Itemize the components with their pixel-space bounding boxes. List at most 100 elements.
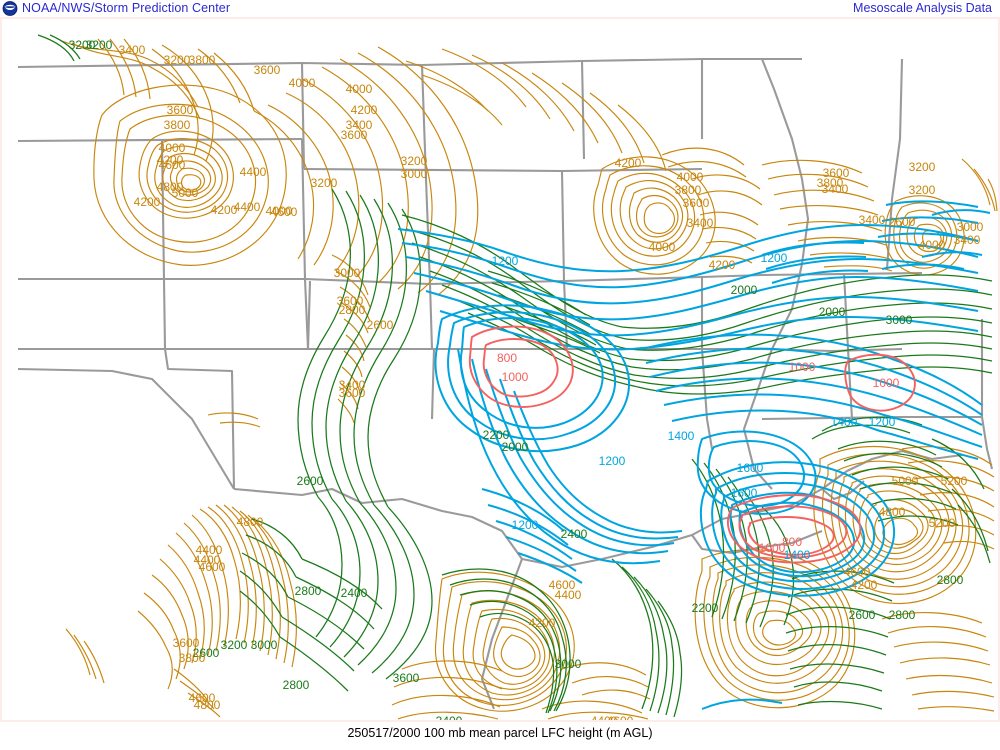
contour-label: 1600 [737,461,764,475]
contour-label: 3800 [179,651,206,665]
contour-label: 1000 [789,360,816,374]
contour-label: 3400 [119,43,146,57]
contour-label: 3800 [675,183,702,197]
contour-label: 4600 [159,158,186,172]
contour-label: 1000 [759,541,786,555]
contour-label: 4200 [529,616,556,630]
contour-label: 3600 [167,103,194,117]
contours-low-blue [397,200,991,710]
contour-label: 4800 [879,505,906,519]
contour-label: 800 [782,535,802,549]
contour-label: 3800 [164,118,191,132]
contour-label: 1000 [873,376,900,390]
contour-label: 1200 [869,415,896,429]
contour-label: 4200 [851,578,878,592]
contour-label: 1200 [761,251,788,265]
contour-label: 3400 [954,233,981,247]
contour-label: 1400 [831,415,858,429]
noaa-seal-icon [2,1,18,16]
contour-label: 3600 [337,294,364,308]
contour-label: 2200 [483,428,510,442]
contour-label: 3600 [823,166,850,180]
contour-label: 5200 [941,474,968,488]
contour-label: 2200 [692,601,719,615]
contour-label: 2600 [889,215,916,229]
contour-label: 4400 [591,714,618,720]
contour-label: 3200 [401,154,428,168]
contour-label: 2400 [561,527,588,541]
contour-label: 4600 [844,565,871,579]
contour-label: 2800 [937,573,964,587]
contour-label: 2600 [297,474,324,488]
contour-label: 3200 [69,38,96,52]
contour-label: 2000 [731,283,758,297]
contour-label: 2600 [367,318,394,332]
contour-label: 4400 [555,588,582,602]
contour-label: 4400 [234,200,261,214]
contour-label: 3000 [251,638,278,652]
contour-label: 4800 [237,515,264,529]
contour-label: 4800 [157,180,184,194]
map-frame[interactable]: 800 1000 1000 1000 800 1000 1200 1200 1200 1400 14… [0,17,1000,722]
contour-label: 4400 [194,553,221,567]
contour-label: 4000 [159,141,186,155]
contour-label: 4200 [615,156,642,170]
contour-label: 2800 [339,303,366,317]
contour-label: 2000 [502,440,529,454]
contour-label: 3600 [341,128,368,142]
contour-label: 2600 [849,608,876,622]
contour-label: 3600 [173,636,200,650]
contour-label: 4200 [157,153,184,167]
contour-label: 3400 [436,714,463,720]
contours-verylow-red [468,325,916,564]
contour-label: 3400 [822,182,849,196]
contour-label: 3400 [346,118,373,132]
contour-label: 1200 [492,254,519,268]
contour-label: 4800 [194,698,221,712]
contour-label: 800 [497,351,517,365]
contour-label: 3200 [86,38,113,52]
contour-label: 3200 [221,638,248,652]
header-mesoanalysis-link[interactable]: Mesoscale Analysis Data [853,1,992,15]
contour-label: 2800 [295,584,322,598]
header-title-link[interactable]: NOAA/NWS/Storm Prediction Center [22,1,231,15]
contour-label: 4200 [211,203,238,217]
contour-label: 4200 [709,258,736,272]
contour-label: 5000 [892,474,919,488]
contour-label: 2000 [819,305,846,319]
contour-label: 4400 [240,165,267,179]
contour-label: 4600 [607,714,634,720]
contour-map[interactable]: 8001000100010008001000120012001200140014… [2,19,998,720]
contour-label: 4200 [134,195,161,209]
contour-label: 2800 [283,678,310,692]
contour-label: 3000 [555,657,582,671]
contour-label: 3000 [886,313,913,327]
contour-label: 3200 [909,183,936,197]
contour-label: 3600 [683,196,710,210]
contour-label: 3800 [817,176,844,190]
contour-label: 3200 [909,160,936,174]
contour-label: 5000 [172,186,199,200]
contour-label: 3400 [339,378,366,392]
contour-label: 1200 [512,518,539,532]
contour-label: 1400 [784,548,811,562]
contour-label: 3600 [393,671,420,685]
contour-label: 3600 [254,63,281,77]
contours-high-orange [61,38,998,720]
contour-label: 4000 [266,204,293,218]
contour-label: 3800 [189,53,216,67]
contour-label: 4000 [346,82,373,96]
contour-label: 2400 [341,586,368,600]
contour-label: 3600 [339,386,366,400]
contour-label: 4600 [549,578,576,592]
contour-label: 3200 [311,176,338,190]
contour-label: 3200 [164,53,191,67]
contour-label: 1600 [731,486,758,500]
contour-label: 3400 [687,216,714,230]
contour-label: 3000 [401,167,428,181]
page-header: NOAA/NWS/Storm Prediction Center Mesosca… [0,0,1000,17]
contour-label: 2600 [193,646,220,660]
contour-label: 5200 [929,516,956,530]
contour-label: 4400 [196,543,223,557]
